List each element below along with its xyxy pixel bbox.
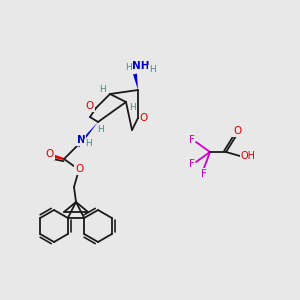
Text: O: O xyxy=(46,149,54,159)
Text: H: H xyxy=(126,64,132,73)
Text: NH: NH xyxy=(132,61,150,71)
Polygon shape xyxy=(133,74,138,90)
Text: OH: OH xyxy=(241,151,256,161)
Text: O: O xyxy=(233,126,241,136)
Text: F: F xyxy=(189,159,195,169)
Text: H: H xyxy=(100,85,106,94)
Text: H: H xyxy=(148,65,155,74)
Text: F: F xyxy=(201,169,207,179)
Text: H: H xyxy=(85,140,92,148)
Text: H: H xyxy=(98,124,104,134)
Text: O: O xyxy=(75,164,83,174)
Text: O: O xyxy=(86,101,94,111)
Text: O: O xyxy=(140,113,148,123)
Polygon shape xyxy=(77,122,98,147)
Text: N: N xyxy=(76,135,85,145)
Text: F: F xyxy=(189,135,195,145)
Text: H: H xyxy=(130,103,136,112)
